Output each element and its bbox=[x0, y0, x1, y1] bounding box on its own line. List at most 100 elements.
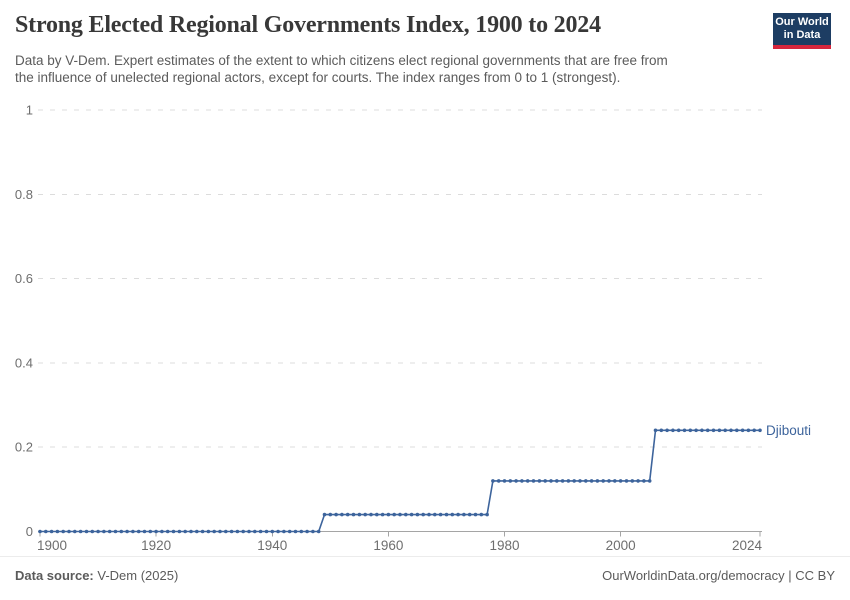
data-point bbox=[351, 512, 356, 517]
chart-footer: Data source: V-Dem (2025) OurWorldinData… bbox=[15, 568, 835, 583]
data-point bbox=[67, 529, 71, 534]
data-point bbox=[264, 529, 269, 534]
data-point bbox=[636, 479, 640, 483]
x-tick-label: 1940 bbox=[257, 538, 287, 553]
data-point bbox=[293, 529, 298, 534]
page-title: Strong Elected Regional Governments Inde… bbox=[15, 12, 601, 38]
x-tick-label: 1900 bbox=[37, 538, 67, 553]
data-point bbox=[287, 529, 292, 534]
data-point bbox=[438, 512, 443, 517]
data-point bbox=[334, 512, 338, 517]
data-point bbox=[107, 529, 112, 534]
data-point bbox=[444, 512, 449, 517]
data-point bbox=[740, 428, 745, 433]
data-point bbox=[229, 529, 234, 534]
subtitle-line-2: the influence of unelected regional acto… bbox=[15, 70, 621, 85]
data-point bbox=[398, 512, 402, 517]
y-tick-label: 0.4 bbox=[15, 355, 33, 370]
data-point bbox=[578, 479, 582, 483]
data-point bbox=[241, 529, 245, 534]
data-point bbox=[200, 529, 205, 534]
data-point bbox=[113, 529, 118, 534]
data-point bbox=[473, 512, 478, 517]
data-point bbox=[305, 529, 309, 534]
data-point bbox=[253, 529, 257, 534]
data-point bbox=[224, 529, 228, 534]
y-tick-label: 0.2 bbox=[15, 440, 33, 455]
x-tick-label: 1960 bbox=[373, 538, 403, 553]
data-point bbox=[508, 479, 513, 483]
data-point bbox=[96, 529, 100, 534]
data-point bbox=[392, 512, 397, 517]
data-point bbox=[624, 479, 629, 483]
data-point bbox=[479, 512, 484, 517]
data-point bbox=[758, 428, 762, 433]
data-point bbox=[258, 529, 263, 534]
data-point bbox=[694, 428, 698, 433]
data-point bbox=[61, 529, 65, 534]
data-point bbox=[729, 428, 733, 433]
data-point bbox=[491, 479, 495, 483]
data-point bbox=[555, 479, 559, 483]
data-point bbox=[613, 479, 617, 483]
data-point bbox=[607, 479, 611, 483]
data-point bbox=[375, 512, 379, 517]
x-tick-label: 1980 bbox=[489, 538, 519, 553]
data-point bbox=[543, 479, 547, 483]
data-point bbox=[409, 512, 414, 517]
data-point bbox=[363, 512, 368, 517]
data-point bbox=[705, 428, 710, 433]
data-point bbox=[659, 428, 664, 433]
data-point bbox=[165, 529, 170, 534]
y-tick-label: 0 bbox=[26, 524, 33, 539]
owid-logo[interactable]: Our World in Data bbox=[773, 13, 831, 49]
data-point bbox=[653, 428, 658, 433]
data-point bbox=[589, 479, 594, 483]
data-point bbox=[688, 428, 693, 433]
data-point bbox=[485, 512, 489, 517]
data-point bbox=[218, 529, 222, 534]
data-point bbox=[299, 529, 304, 534]
footer-divider bbox=[0, 556, 850, 557]
x-tick-label: 2024 bbox=[732, 538, 763, 553]
y-tick-label: 0.6 bbox=[15, 271, 33, 286]
x-tick-label: 2000 bbox=[606, 538, 636, 553]
data-point bbox=[514, 479, 518, 483]
data-point bbox=[682, 428, 687, 433]
data-point bbox=[433, 512, 437, 517]
credit-link[interactable]: OurWorldinData.org/democracy | CC BY bbox=[602, 568, 835, 583]
data-point bbox=[78, 529, 83, 534]
data-point bbox=[752, 428, 756, 433]
data-source: Data source: V-Dem (2025) bbox=[15, 568, 178, 583]
data-point bbox=[322, 512, 327, 517]
data-point bbox=[328, 512, 333, 517]
data-point bbox=[102, 529, 106, 534]
data-point bbox=[177, 529, 182, 534]
data-point bbox=[676, 428, 681, 433]
data-point bbox=[560, 479, 565, 483]
data-point bbox=[90, 529, 95, 534]
data-point bbox=[525, 479, 530, 483]
entity-label[interactable]: Djibouti bbox=[766, 423, 811, 438]
data-point bbox=[55, 529, 60, 534]
data-point bbox=[584, 479, 588, 483]
data-point bbox=[282, 529, 286, 534]
data-point bbox=[415, 512, 420, 517]
data-point bbox=[520, 479, 524, 483]
x-tick-label: 1920 bbox=[141, 538, 171, 553]
data-point bbox=[125, 529, 129, 534]
data-point bbox=[311, 529, 315, 534]
data-point bbox=[142, 529, 147, 534]
data-point bbox=[735, 428, 739, 433]
data-point bbox=[316, 529, 321, 534]
data-point bbox=[38, 529, 42, 534]
data-point bbox=[212, 529, 216, 534]
data-point bbox=[711, 428, 716, 433]
data-point bbox=[160, 529, 164, 534]
data-point bbox=[665, 428, 669, 433]
data-point bbox=[206, 529, 211, 534]
data-point bbox=[456, 512, 460, 517]
logo-line2: in Data bbox=[783, 29, 821, 41]
